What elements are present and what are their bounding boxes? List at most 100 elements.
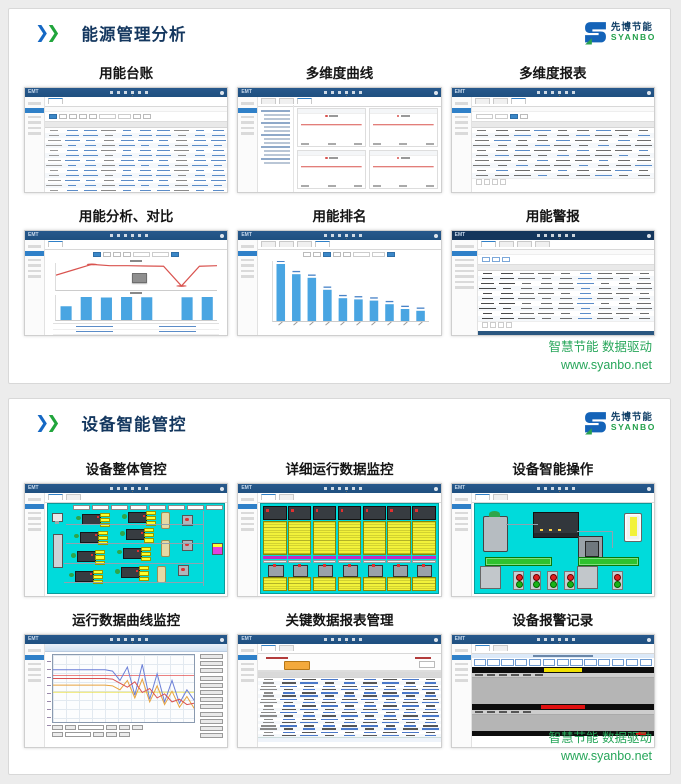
logo-cn-text: 先博节能 xyxy=(610,412,653,424)
user-icon xyxy=(433,90,438,95)
scada-canvas xyxy=(473,503,652,594)
thumbnail-cell-scada-operate: 设备智能操作 EMT xyxy=(450,455,655,597)
thumbnail-cell-ranking: 用能排名 EMT xyxy=(237,202,442,336)
mini-brand: EMT xyxy=(241,89,252,95)
screenshot-alarm-record: EMT xyxy=(450,634,655,748)
double-chevron-icon: ❯❯ xyxy=(35,413,61,432)
mini-top-bar: EMT xyxy=(238,231,441,240)
logo-en-text: SYANBO xyxy=(610,422,656,433)
screenshot-multi-curve: EMT xyxy=(237,87,442,193)
mini-sidebar xyxy=(451,97,472,192)
company-logo: 先博节能 SYANBO xyxy=(583,20,656,45)
chiller-icon xyxy=(312,506,337,520)
mini-top-bar: EMT xyxy=(25,88,228,97)
panel-device-control: ❯❯ 设备智能管控 先博节能 SYANBO 设备整体管控 EMT xyxy=(8,398,671,775)
dimension-tree xyxy=(258,105,295,192)
screenshot-energy-ledger: EMT xyxy=(24,87,229,193)
panel-footer: 智慧节能 数据驱动 www.syanbo.net xyxy=(549,729,652,765)
mini-top-bar: EMT xyxy=(238,635,441,644)
pump-icon xyxy=(263,564,286,577)
user-icon xyxy=(433,486,438,491)
thumbnail-caption: 设备智能操作 xyxy=(512,462,594,477)
mini-sidebar xyxy=(451,493,472,596)
logo-cn-text: 先博节能 xyxy=(610,22,653,34)
mini-nav-icons xyxy=(110,487,149,490)
mini-brand: EMT xyxy=(454,232,466,238)
thumbnail-caption: 多维度报表 xyxy=(519,66,587,81)
user-icon xyxy=(220,486,225,491)
alarm-bar xyxy=(471,704,654,710)
thumbnail-caption: 用能排名 xyxy=(312,209,367,224)
mini-sidebar xyxy=(238,644,259,747)
scada-canvas xyxy=(260,503,439,594)
panel-title: 设备智能管控 xyxy=(81,416,187,434)
footer-slogan: 智慧节能 数据驱动 xyxy=(548,730,652,745)
pump-icon xyxy=(412,564,435,577)
thumbnail-caption: 详细运行数据监控 xyxy=(285,462,394,477)
panel-title: 能源管理分析 xyxy=(81,26,187,44)
mini-top-bar: EMT xyxy=(451,635,654,644)
chiller-icon xyxy=(412,506,436,520)
chiller-icon xyxy=(362,506,386,520)
logo-s-icon xyxy=(584,412,606,435)
thumbnail-caption: 用能分析、对比 xyxy=(78,209,174,224)
workstation-icon xyxy=(51,512,63,524)
panel-header: ❯❯ 设备智能管控 xyxy=(35,411,187,435)
mini-brand: EMT xyxy=(28,485,39,491)
screenshot-scada-overview: EMT xyxy=(24,483,229,597)
thumbnail-caption: 用能警报 xyxy=(525,209,580,224)
mini-sidebar xyxy=(25,644,45,747)
pump-icon xyxy=(387,564,410,577)
thumbnail-caption: 设备报警记录 xyxy=(512,613,594,628)
thumbnail-caption: 关键数据报表管理 xyxy=(285,613,394,628)
cabinet-icon xyxy=(53,534,64,569)
mini-brand: EMT xyxy=(454,485,466,491)
user-icon xyxy=(646,90,651,95)
user-icon xyxy=(220,637,225,642)
screenshot-scada-detail: EMT xyxy=(237,483,442,597)
user-icon xyxy=(220,233,225,238)
pump-icon xyxy=(363,564,386,577)
chiller-icon xyxy=(337,506,362,520)
user-icon xyxy=(646,233,651,238)
thumbnail-cell-scada-overview: 设备整体管控 EMT xyxy=(24,455,229,597)
mini-top-bar: EMT xyxy=(238,484,441,493)
panel-header: ❯❯ 能源管理分析 xyxy=(35,21,187,45)
thumbnail-cell-multicurve: 多维度曲线 EMT xyxy=(237,59,442,193)
mini-top-bar: EMT xyxy=(25,231,228,240)
pump-icon xyxy=(288,564,311,577)
thumbnail-cell-alerts: 用能警报 EMT xyxy=(450,202,655,336)
mini-top-bar: EMT xyxy=(451,231,654,240)
mini-nav-icons xyxy=(110,234,149,237)
mini-nav-icons xyxy=(323,91,362,94)
thumbnail-cell-report-mgmt: 关键数据报表管理 EMT xyxy=(237,606,442,748)
mini-top-bar: EMT xyxy=(238,88,441,97)
thumbnail-caption: 运行数据曲线监控 xyxy=(72,613,181,628)
mini-top-bar: EMT xyxy=(25,635,228,644)
mini-nav-icons xyxy=(323,638,362,641)
pump-icon xyxy=(338,564,361,577)
double-chevron-icon: ❯❯ xyxy=(35,23,61,42)
warning-bar xyxy=(471,667,654,673)
ranking-bar-chart xyxy=(272,261,429,322)
user-icon xyxy=(646,637,651,642)
footer-url: www.syanbo.net xyxy=(560,357,652,372)
mini-brand: EMT xyxy=(241,485,252,491)
logo-en-text: SYANBO xyxy=(610,32,656,43)
mini-nav-icons xyxy=(537,234,576,237)
line-chart xyxy=(55,263,218,291)
mini-sidebar xyxy=(238,240,259,335)
user-icon xyxy=(220,90,225,95)
company-logo: 先博节能 SYANBO xyxy=(583,410,656,435)
panel-footer: 智慧节能 数据驱动 www.syanbo.net xyxy=(549,338,652,374)
screenshot-scada-operate: EMT xyxy=(450,483,655,597)
legend-box xyxy=(211,543,223,556)
screenshot-trend-monitor: EMT xyxy=(24,634,229,748)
thumbnail-cell-scada-detail: 详细运行数据监控 EMT xyxy=(237,455,442,597)
chiller-icon xyxy=(263,506,287,520)
mini-top-bar: EMT xyxy=(25,484,228,493)
screenshot-multi-report: EMT xyxy=(450,87,655,193)
thumbnail-caption: 用能台账 xyxy=(99,66,154,81)
mini-brand: EMT xyxy=(454,89,466,95)
